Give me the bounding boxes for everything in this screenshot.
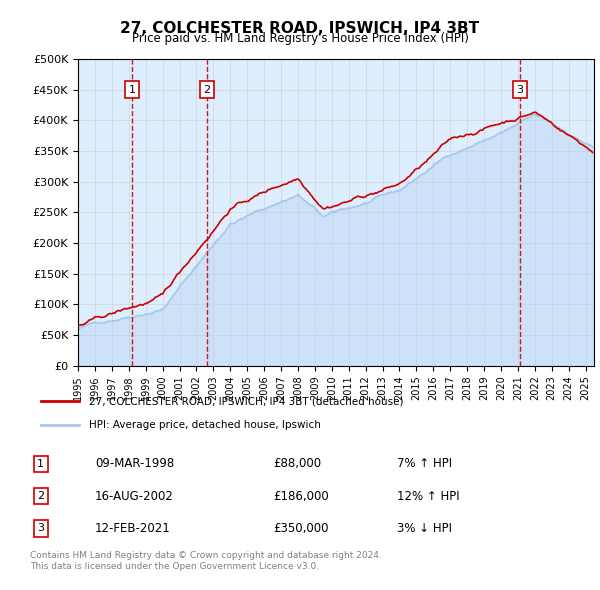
Text: 3: 3 <box>517 85 523 94</box>
Text: Price paid vs. HM Land Registry's House Price Index (HPI): Price paid vs. HM Land Registry's House … <box>131 32 469 45</box>
Text: HPI: Average price, detached house, Ipswich: HPI: Average price, detached house, Ipsw… <box>89 419 321 430</box>
Text: 3: 3 <box>37 523 44 533</box>
Text: 7% ↑ HPI: 7% ↑ HPI <box>397 457 452 470</box>
Text: 12-FEB-2021: 12-FEB-2021 <box>95 522 170 535</box>
Text: 1: 1 <box>128 85 136 94</box>
Text: 3% ↓ HPI: 3% ↓ HPI <box>397 522 452 535</box>
Text: 27, COLCHESTER ROAD, IPSWICH, IP4 3BT: 27, COLCHESTER ROAD, IPSWICH, IP4 3BT <box>121 21 479 35</box>
Text: This data is licensed under the Open Government Licence v3.0.: This data is licensed under the Open Gov… <box>30 562 319 571</box>
Text: £88,000: £88,000 <box>273 457 321 470</box>
Text: 2: 2 <box>37 491 44 501</box>
Text: 12% ↑ HPI: 12% ↑ HPI <box>397 490 460 503</box>
Text: 27, COLCHESTER ROAD, IPSWICH, IP4 3BT (detached house): 27, COLCHESTER ROAD, IPSWICH, IP4 3BT (d… <box>89 396 404 407</box>
Text: £186,000: £186,000 <box>273 490 329 503</box>
Text: 09-MAR-1998: 09-MAR-1998 <box>95 457 174 470</box>
Text: £350,000: £350,000 <box>273 522 329 535</box>
Text: Contains HM Land Registry data © Crown copyright and database right 2024.: Contains HM Land Registry data © Crown c… <box>30 550 382 559</box>
Text: 1: 1 <box>37 459 44 469</box>
Text: 2: 2 <box>203 85 211 94</box>
Text: 16-AUG-2002: 16-AUG-2002 <box>95 490 173 503</box>
